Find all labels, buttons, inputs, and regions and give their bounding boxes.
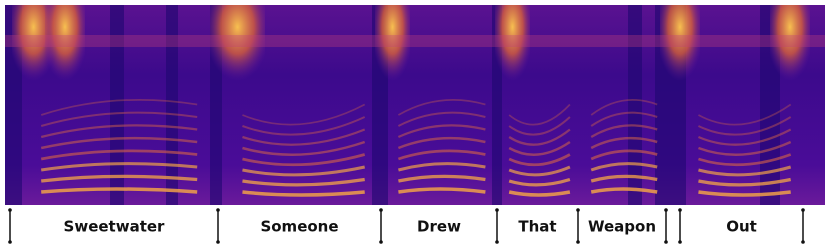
harmonic bbox=[397, 124, 486, 139]
harmonic bbox=[242, 165, 366, 177]
word-label: Weapon bbox=[588, 218, 656, 236]
word-label: That bbox=[518, 218, 556, 236]
harmonic bbox=[508, 128, 571, 146]
harmonic bbox=[40, 111, 198, 127]
boundary-dot bbox=[576, 240, 580, 244]
dark-band bbox=[492, 5, 502, 205]
word-label: Drew bbox=[417, 218, 461, 236]
harmonic bbox=[242, 190, 365, 197]
harmonic bbox=[40, 124, 198, 139]
boundary-dot bbox=[678, 240, 682, 244]
energy-patch bbox=[45, 5, 85, 90]
harmonic bbox=[508, 103, 571, 126]
harmonic bbox=[590, 136, 658, 150]
harmonic bbox=[590, 174, 658, 183]
harmonic bbox=[698, 177, 792, 187]
boundary-dot bbox=[379, 240, 383, 244]
word-labels: Sweetwater Someone Drew That Weapon Out bbox=[8, 208, 805, 244]
harmonic bbox=[590, 162, 658, 172]
boundary-dot bbox=[216, 240, 220, 244]
harmonic bbox=[590, 124, 658, 138]
harmonic bbox=[242, 140, 366, 156]
harmonic bbox=[698, 140, 792, 156]
energy-patch bbox=[375, 5, 410, 90]
harmonic bbox=[397, 136, 486, 150]
harmonic bbox=[242, 116, 366, 136]
harmonic bbox=[698, 128, 792, 146]
energy-patch bbox=[770, 5, 810, 90]
harmonic bbox=[508, 116, 571, 136]
harmonic bbox=[41, 174, 198, 183]
harmonic bbox=[508, 177, 571, 187]
harmonic bbox=[242, 153, 366, 167]
harmonic bbox=[698, 116, 792, 136]
energy-patch bbox=[660, 5, 700, 90]
boundary-dot bbox=[664, 240, 668, 244]
boundary-dot bbox=[664, 208, 668, 212]
harmonic bbox=[40, 162, 198, 172]
harmonic bbox=[508, 190, 571, 197]
energy-patch bbox=[495, 5, 530, 90]
harmonic bbox=[698, 153, 792, 167]
harmonic bbox=[242, 128, 366, 146]
boundary-dot bbox=[379, 208, 383, 212]
boundary-dot bbox=[495, 240, 499, 244]
boundary-dot bbox=[495, 208, 499, 212]
harmonic bbox=[40, 149, 198, 161]
word-label: Sweetwater bbox=[64, 218, 166, 236]
harmonic bbox=[41, 187, 198, 194]
energy-patch bbox=[210, 5, 265, 90]
harmonic bbox=[40, 99, 198, 116]
formant-band bbox=[5, 35, 825, 47]
harmonic bbox=[698, 190, 791, 197]
word-label: Out bbox=[726, 218, 757, 236]
dark-band bbox=[166, 5, 178, 205]
dark-band bbox=[110, 5, 124, 205]
harmonic bbox=[242, 177, 365, 187]
boundary-dot bbox=[801, 240, 805, 244]
boundary-dot bbox=[8, 240, 12, 244]
spectrogram bbox=[5, 5, 825, 205]
harmonic bbox=[397, 149, 486, 161]
boundary-dot bbox=[216, 208, 220, 212]
harmonic bbox=[590, 99, 658, 116]
harmonic bbox=[398, 162, 486, 172]
boundary-dot bbox=[576, 208, 580, 212]
harmonic bbox=[590, 149, 658, 161]
harmonic bbox=[508, 140, 571, 156]
word-label: Someone bbox=[260, 218, 338, 236]
boundary-dot bbox=[8, 208, 12, 212]
boundary-dot bbox=[801, 208, 805, 212]
harmonic bbox=[397, 99, 486, 116]
harmonic bbox=[698, 103, 792, 126]
harmonic bbox=[698, 165, 792, 177]
boundary-dot bbox=[678, 208, 682, 212]
harmonic bbox=[508, 153, 571, 167]
harmonic bbox=[398, 174, 486, 183]
harmonic bbox=[397, 111, 486, 127]
harmonic bbox=[590, 111, 658, 127]
harmonic bbox=[590, 187, 658, 194]
dark-band bbox=[628, 5, 642, 205]
harmonic bbox=[508, 165, 571, 177]
harmonic bbox=[242, 103, 366, 126]
harmonic bbox=[40, 136, 198, 150]
harmonic bbox=[398, 187, 486, 194]
